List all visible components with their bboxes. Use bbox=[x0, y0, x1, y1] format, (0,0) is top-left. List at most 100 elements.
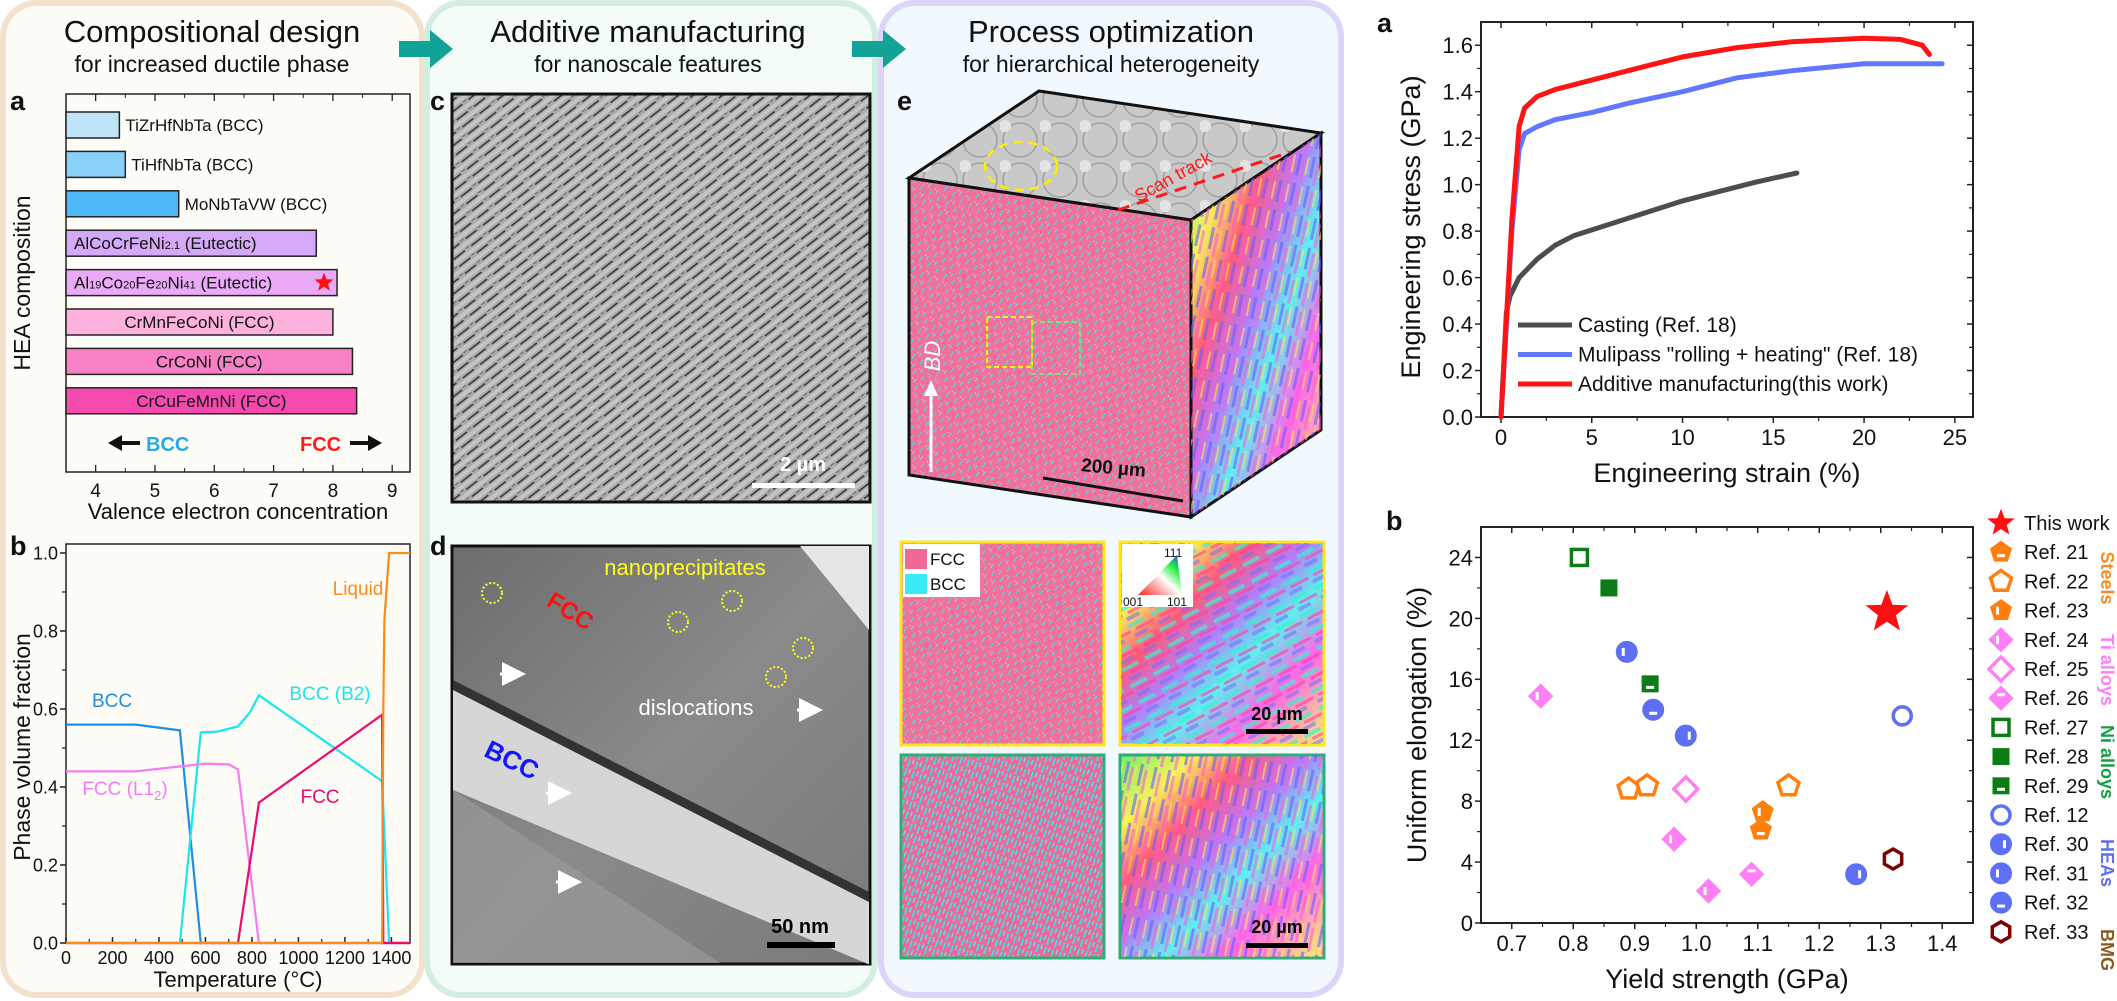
arrow-up-icon bbox=[924, 380, 938, 396]
fcc-direction-label: FCC bbox=[300, 434, 341, 456]
marker-inset bbox=[1757, 807, 1761, 816]
bar-label-part: Al bbox=[74, 274, 89, 293]
melt-pool-outline bbox=[983, 140, 1059, 192]
x-tick-label: 1.0 bbox=[1681, 931, 1712, 956]
x-tick-label: 800 bbox=[237, 948, 267, 968]
series-line bbox=[66, 762, 410, 945]
bar-label-part: (Eutectic) bbox=[180, 234, 257, 253]
flow-arrow-icon bbox=[399, 30, 453, 68]
square-marker bbox=[1641, 675, 1659, 693]
legend-label: Ref. 29 bbox=[2024, 776, 2088, 798]
series-label: FCC bbox=[300, 787, 339, 808]
y-tick-label: 20 bbox=[1449, 606, 1473, 631]
section-title: Additive manufacturing bbox=[490, 14, 805, 49]
hexagon-marker bbox=[1990, 919, 2012, 944]
bar-label-part: Ni bbox=[167, 274, 183, 293]
x-tick-label: 7 bbox=[268, 481, 279, 502]
x-tick-label: 1400 bbox=[371, 948, 411, 968]
group-label: Ti alloys bbox=[2097, 634, 2117, 706]
diamond-marker bbox=[1695, 878, 1722, 904]
scale-bar bbox=[752, 483, 855, 488]
y-tick-label: 0.2 bbox=[33, 855, 58, 875]
bar-label: CrCuFeMnNi (FCC) bbox=[136, 392, 286, 411]
marker-inset bbox=[1535, 692, 1539, 701]
x-tick-label: 1.1 bbox=[1742, 931, 1773, 956]
square-marker bbox=[1569, 547, 1590, 568]
scan-track-line bbox=[1117, 150, 1291, 212]
series-label-part: BCC (B2) bbox=[289, 684, 370, 705]
scale-bar-label: 50 nm bbox=[771, 916, 829, 938]
cube-front-face bbox=[907, 176, 1193, 519]
y-tick-label: 1.0 bbox=[1442, 173, 1473, 198]
series-label-part: Liquid bbox=[333, 579, 384, 600]
legend-label: Ref. 28 bbox=[2024, 747, 2088, 769]
bar-label-part: TiZrHfNbTa (BCC) bbox=[125, 116, 263, 135]
x-tick-label: 0.8 bbox=[1558, 931, 1589, 956]
y-tick-label: 1.2 bbox=[1442, 126, 1473, 151]
bar-label: TiZrHfNbTa (BCC) bbox=[125, 116, 263, 135]
square-marker bbox=[1991, 717, 2011, 738]
diamond-marker bbox=[1671, 774, 1701, 804]
y-tick-label: 16 bbox=[1449, 667, 1473, 692]
panel-label-d: d bbox=[430, 531, 447, 561]
series-label-part: FCC (L1 bbox=[82, 779, 154, 800]
legend-label: Ref. 31 bbox=[2024, 863, 2088, 885]
series-label: BCC bbox=[92, 691, 132, 712]
legend-label: Casting (Ref. 18) bbox=[1578, 314, 1737, 337]
x-tick-label: 10 bbox=[1670, 425, 1694, 450]
legend-label: Ref. 21 bbox=[2024, 542, 2088, 564]
bar bbox=[65, 387, 358, 415]
x-tick-label: 0 bbox=[1495, 425, 1507, 450]
bar-label: AlCoCrFeNi2.1 (Eutectic) bbox=[74, 234, 257, 253]
scale-bar-label: 20 µm bbox=[1251, 917, 1302, 937]
marker-inset bbox=[2003, 840, 2006, 849]
marker-inset bbox=[1621, 647, 1625, 656]
marker-inset bbox=[1649, 711, 1658, 715]
nanoprecipitate-markers bbox=[481, 582, 814, 688]
ashby-scatter-chart: Uniform elongation (%) Yield strength (G… bbox=[1402, 508, 2117, 994]
x-tick-label: 0.7 bbox=[1496, 931, 1527, 956]
circle-marker bbox=[1990, 862, 2012, 885]
panel-label-a: a bbox=[10, 86, 26, 116]
zoom-region-yellow bbox=[986, 316, 1033, 368]
diamond-marker bbox=[1986, 654, 2016, 684]
sem-micrograph: 2 µm bbox=[450, 92, 872, 504]
bar bbox=[65, 308, 334, 336]
panel-label-c: c bbox=[430, 86, 445, 116]
group-label: BMG bbox=[2097, 929, 2117, 971]
section-title: Compositional design bbox=[64, 14, 360, 49]
series-label-part: ) bbox=[161, 779, 167, 800]
bar-label-part: CrCuFeMnNi (FCC) bbox=[136, 392, 286, 411]
bar-label: TiHfNbTa (BCC) bbox=[131, 155, 253, 174]
bar bbox=[65, 268, 338, 297]
circle-marker bbox=[1990, 833, 2012, 856]
diamond-marker bbox=[1738, 861, 1765, 888]
x-axis-label: Valence electron concentration bbox=[88, 499, 388, 524]
x-tick-label: 15 bbox=[1761, 425, 1785, 450]
x-tick-label: 9 bbox=[387, 481, 398, 502]
y-tick-label: 0.0 bbox=[33, 933, 58, 953]
square-marker bbox=[1600, 579, 1618, 597]
y-tick-label: 1.0 bbox=[33, 543, 58, 563]
bar-label-part: MoNbTaVW (BCC) bbox=[185, 195, 328, 214]
marker-inset bbox=[1997, 693, 2005, 697]
vec-bar-chart: HEA composition Valence electron concent… bbox=[9, 93, 411, 524]
x-tick-label: 5 bbox=[1586, 425, 1598, 450]
panel-label-right-b: b bbox=[1386, 506, 1403, 536]
build-direction-label: BD bbox=[920, 341, 945, 372]
scale-bar bbox=[1246, 943, 1308, 948]
series-label: BCC (B2) bbox=[289, 684, 370, 705]
x-tick-label: 5 bbox=[150, 481, 161, 502]
y-tick-label: 8 bbox=[1461, 789, 1473, 814]
panel-label-right-a: a bbox=[1377, 8, 1393, 38]
hexagon-marker bbox=[1882, 846, 1904, 872]
bar bbox=[65, 190, 180, 218]
circle-marker bbox=[1990, 891, 2012, 914]
series-line bbox=[66, 551, 410, 945]
ipf-map-yellow: 111 001 101 20 µm bbox=[1118, 540, 1326, 747]
pentagon-marker bbox=[1775, 772, 1802, 797]
series-label-subscript: 2 bbox=[154, 788, 161, 803]
x-tick-label: 1000 bbox=[278, 948, 318, 968]
diamond-marker bbox=[1988, 627, 2014, 653]
